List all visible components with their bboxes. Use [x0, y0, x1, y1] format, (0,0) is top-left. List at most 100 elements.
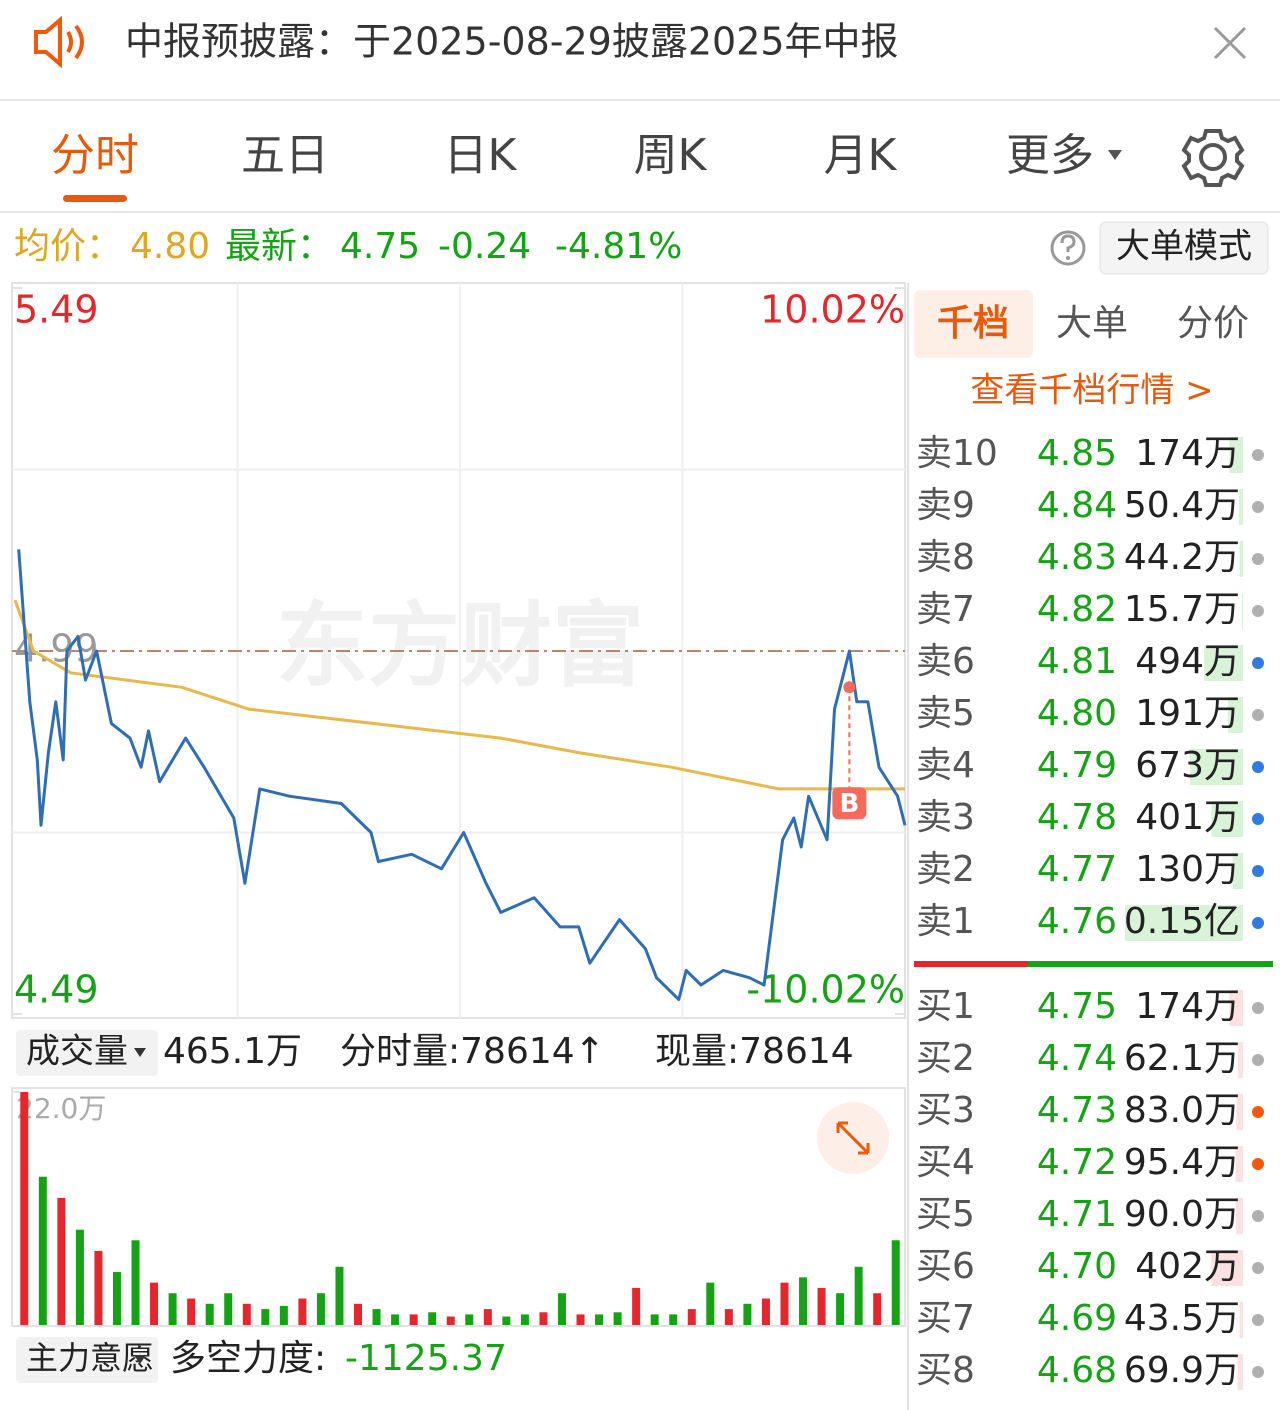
volume-bar — [743, 1303, 752, 1325]
level-price: 4.69 — [1037, 1298, 1117, 1339]
book-tab-active[interactable] — [914, 290, 1033, 358]
level-volume: 673万 — [1135, 745, 1240, 786]
level-dot — [1252, 1002, 1264, 1014]
volume-bar — [687, 1309, 696, 1325]
expand-button[interactable] — [817, 1102, 889, 1174]
volume-bar — [1211, 801, 1243, 837]
volume-bar — [20, 1092, 29, 1325]
settings-icon[interactable] — [1181, 129, 1245, 187]
tab[interactable]: 日K — [444, 130, 518, 181]
help-icon[interactable] — [1050, 230, 1086, 266]
book-link[interactable]: 查看千档行情 > — [970, 371, 1213, 411]
level-dot — [1252, 1158, 1264, 1170]
volume-bar — [409, 1314, 418, 1325]
volume-bar — [298, 1298, 307, 1325]
big-order-button[interactable] — [1099, 221, 1269, 275]
price-change: -0.24 — [438, 226, 531, 267]
book-tab[interactable]: 大单 — [1056, 303, 1128, 344]
volume-bar — [75, 1229, 84, 1325]
volume-bar — [1239, 541, 1243, 577]
level-volume: 62.1万 — [1124, 1038, 1240, 1079]
level-price: 4.83 — [1037, 537, 1117, 578]
volume-selector[interactable] — [16, 1030, 158, 1076]
indicator-label: 多空力度: — [170, 1338, 326, 1379]
level-dot — [1252, 605, 1264, 617]
volume-selector-label: 成交量 — [26, 1032, 128, 1072]
volume-bar — [112, 1272, 121, 1325]
volume-bar — [873, 1293, 882, 1325]
volume-bar — [205, 1303, 214, 1325]
volume-chart: 22.0万 — [12, 1091, 900, 1325]
book-tab[interactable]: 分价 — [1177, 303, 1249, 344]
volume-bar — [1229, 990, 1243, 1026]
total-volume: 465.1万 — [163, 1031, 302, 1072]
volume-bar — [613, 1312, 622, 1325]
speaker-icon[interactable] — [34, 15, 84, 69]
indicator-selector[interactable] — [16, 1337, 158, 1383]
level-volume: 494万 — [1135, 641, 1240, 682]
level-price: 4.74 — [1037, 1038, 1117, 1079]
level-dot — [1252, 449, 1264, 461]
y-tick-label: 22.0万 — [16, 1092, 106, 1125]
ask-bid-split-red — [914, 961, 1028, 967]
level-label: 买5 — [916, 1194, 975, 1235]
level-label: 卖3 — [916, 797, 975, 838]
volume-bar — [854, 1266, 863, 1325]
level-dot — [1252, 761, 1264, 773]
level-price: 4.84 — [1037, 485, 1117, 526]
y2-tick-label: -10.02% — [746, 968, 905, 1012]
volume-bar — [539, 1312, 548, 1325]
volume-bar — [1238, 1042, 1243, 1078]
y-tick-label: 5.49 — [14, 288, 99, 332]
level-dot — [1252, 1210, 1264, 1222]
level-label: 卖7 — [916, 589, 975, 630]
level-label: 卖5 — [916, 693, 975, 734]
volume-bar — [372, 1309, 381, 1325]
volume-bar — [168, 1293, 177, 1325]
volume-bar — [391, 1314, 400, 1325]
level-dot — [1252, 917, 1264, 929]
level-price: 4.78 — [1037, 797, 1117, 838]
volume-bar — [483, 1309, 492, 1325]
level-dot — [1252, 501, 1264, 513]
volume-bar — [761, 1298, 770, 1325]
level-volume: 69.9万 — [1124, 1350, 1240, 1391]
big-order-button-label: 大单模式 — [1116, 227, 1252, 267]
book-tab[interactable]: 千档 — [937, 303, 1009, 344]
level-label: 卖4 — [916, 745, 975, 786]
level-price: 4.72 — [1037, 1142, 1117, 1183]
volume-bar — [1239, 1302, 1243, 1338]
level-volume: 191万 — [1135, 693, 1240, 734]
volume-bar — [1236, 1094, 1243, 1130]
level-price: 4.68 — [1037, 1350, 1117, 1391]
volume-bar — [1241, 593, 1243, 629]
volume-bar — [836, 1293, 845, 1325]
level-volume: 0.15亿 — [1124, 901, 1240, 942]
volume-bar — [428, 1312, 437, 1325]
level-dot — [1252, 1106, 1264, 1118]
volume-bar — [799, 1277, 808, 1325]
tab[interactable]: 周K — [634, 130, 708, 181]
level-dot — [1252, 1054, 1264, 1066]
tab[interactable]: 五日 — [241, 130, 329, 181]
close-button[interactable] — [1213, 26, 1247, 60]
tab[interactable]: 月K — [824, 130, 898, 181]
level-label: 卖9 — [916, 485, 975, 526]
level-price: 4.70 — [1037, 1246, 1117, 1287]
tab[interactable]: 分时 — [51, 130, 139, 181]
volume-bar — [706, 1282, 715, 1325]
volume-bar — [94, 1250, 103, 1325]
volume-bar — [279, 1305, 288, 1325]
header-title: 中报预披露：于2025-08-29披露2025年中报 — [125, 20, 899, 64]
level-volume: 43.5万 — [1124, 1298, 1240, 1339]
volume-bar — [1125, 905, 1243, 941]
more-caret[interactable] — [1108, 150, 1122, 160]
volume-bar — [1239, 489, 1243, 525]
level-label: 买2 — [916, 1038, 975, 1079]
minute-volume: 分时量:78614↑ — [340, 1031, 605, 1072]
tab[interactable]: 更多 — [1006, 130, 1094, 181]
level-label: 买8 — [916, 1350, 975, 1391]
level-volume: 50.4万 — [1124, 485, 1240, 526]
